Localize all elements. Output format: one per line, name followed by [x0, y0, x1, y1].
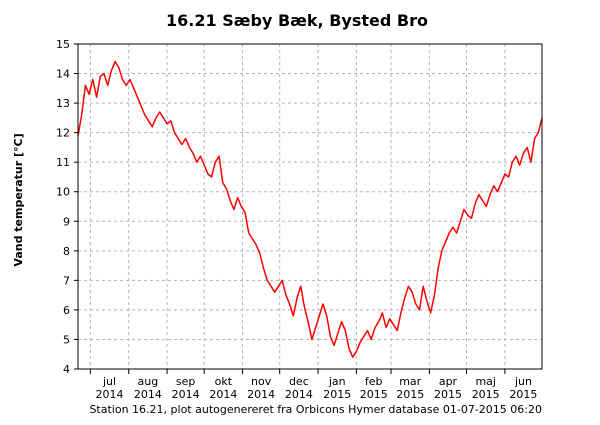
- x-tick-month-label: sep: [176, 375, 195, 388]
- series-line: [77, 60, 543, 358]
- y-tick-label: 4: [63, 363, 70, 376]
- y-tick-label: 10: [56, 186, 70, 199]
- x-tick-year-label: 2015: [396, 388, 424, 401]
- x-tick-year-label: 2015: [472, 388, 500, 401]
- x-tick-month-label: feb: [365, 375, 383, 388]
- x-tick-year-label: 2014: [172, 388, 200, 401]
- footer-note: Station 16.21, plot autogenereret fra Or…: [89, 403, 542, 416]
- x-tick-year-label: 2015: [360, 388, 388, 401]
- y-tick-label: 5: [63, 333, 70, 346]
- y-tick-label: 9: [63, 215, 70, 228]
- x-tick-month-label: apr: [439, 375, 458, 388]
- y-tick-label: 6: [63, 304, 70, 317]
- x-tick-year-label: 2014: [247, 388, 275, 401]
- y-axis-label: Vand temperatur [°C]: [12, 133, 25, 266]
- plot-frame: [77, 43, 543, 370]
- x-tick-month-label: dec: [289, 375, 309, 388]
- x-tick-year-label: 2014: [96, 388, 124, 401]
- chart-title: 16.21 Sæby Bæk, Bysted Bro: [166, 11, 428, 30]
- series-group: [77, 60, 543, 358]
- x-tick-month-label: jul: [102, 375, 116, 388]
- y-tick-label: 8: [63, 245, 70, 258]
- x-tick-month-label: nov: [251, 375, 272, 388]
- y-tick-label: 7: [63, 274, 70, 287]
- x-tick-year-label: 2015: [323, 388, 351, 401]
- x-tick-year-label: 2015: [509, 388, 537, 401]
- x-tick-month-label: aug: [138, 375, 159, 388]
- x-tick-year-label: 2014: [209, 388, 237, 401]
- x-tick-month-label: jun: [514, 375, 532, 388]
- x-tick-month-label: maj: [475, 375, 496, 388]
- x-tick-month-label: jan: [328, 375, 346, 388]
- y-tick-label: 12: [56, 127, 70, 140]
- x-tick-month-label: okt: [215, 375, 233, 388]
- y-tick-label: 14: [56, 68, 70, 81]
- x-tick-year-label: 2014: [285, 388, 313, 401]
- x-tick-year-label: 2015: [434, 388, 462, 401]
- grid-lines: [78, 44, 542, 369]
- y-tick-label: 11: [56, 156, 70, 169]
- y-tick-label: 15: [56, 38, 70, 51]
- x-tick-month-label: mar: [399, 375, 421, 388]
- x-tick-year-label: 2014: [134, 388, 162, 401]
- y-tick-label: 13: [56, 97, 70, 110]
- x-axis-ticks: jul2014aug2014sep2014okt2014nov2014dec20…: [89, 369, 537, 401]
- y-axis-ticks: 4 5 6 7 8 9 10 11 12 13 14 15: [56, 38, 78, 376]
